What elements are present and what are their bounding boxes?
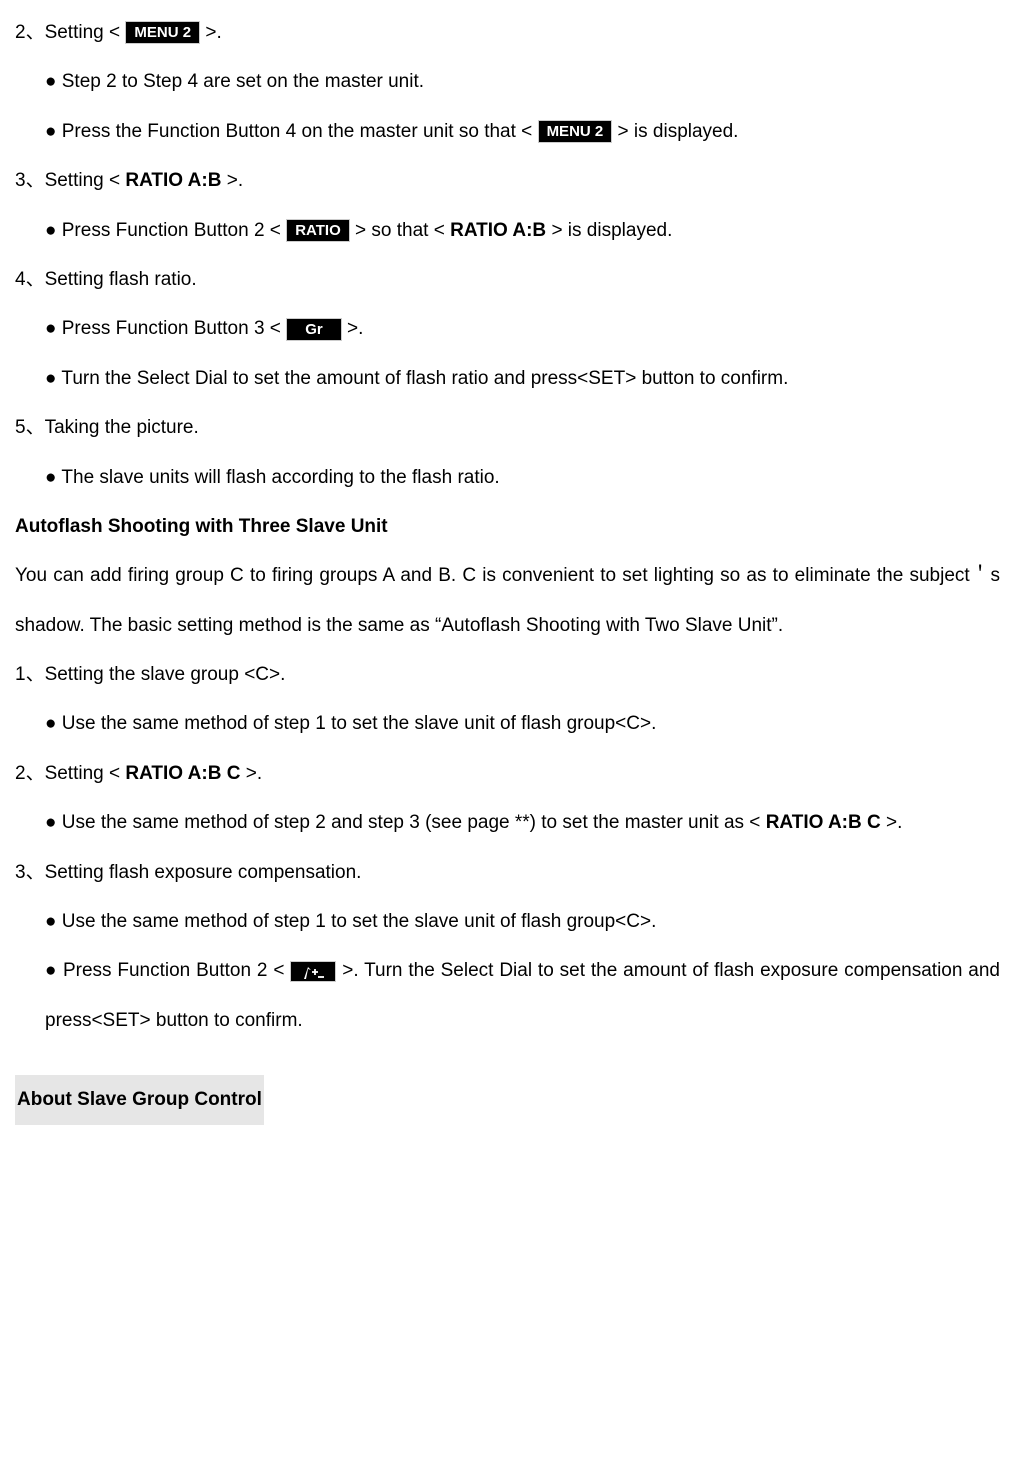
spacer [15, 1045, 1000, 1075]
section3-title: 3、Setting < RATIO A:B >. [15, 156, 1000, 205]
section3-title-bold: RATIO A:B [125, 170, 221, 191]
section3-bullet-mid: > so that < [355, 220, 445, 241]
autoflash-step3-title: 3、Setting flash exposure compensation. [15, 848, 1000, 897]
section5-bullet1: ● The slave units will flash according t… [15, 453, 1000, 502]
autoflash-step2-bullet: ● Use the same method of step 2 and step… [15, 798, 1000, 847]
section4-bullet1: ● Press Function Button 3 < Gr >. [15, 304, 1000, 353]
section3-bullet: ● Press Function Button 2 < RATIO > so t… [15, 206, 1000, 255]
section2-bullet2-post: > is displayed. [618, 121, 739, 142]
autoflash-step1-bullet: ● Use the same method of step 1 to set t… [15, 699, 1000, 748]
autoflash-step3-bullet2: ● Press Function Button 2 < >. Turn the … [15, 946, 1000, 1045]
section3-bullet-pre: ● Press Function Button 2 < [45, 220, 281, 241]
section4-bullet1-pre: ● Press Function Button 3 < [45, 318, 281, 339]
gr-icon: Gr [286, 318, 342, 341]
section5-title: 5、Taking the picture. [15, 403, 1000, 452]
autoflash-step2-title: 2、Setting < RATIO A:B C >. [15, 749, 1000, 798]
section2-bullet2-pre: ● Press the Function Button 4 on the mas… [45, 121, 532, 142]
autoflash-step2-title-bold: RATIO A:B C [125, 763, 240, 784]
section2-bullet1: ● Step 2 to Step 4 are set on the master… [15, 57, 1000, 106]
exposure-comp-icon [290, 961, 336, 982]
section3-bullet-post: > is displayed. [551, 220, 672, 241]
autoflash-step2-bullet-bold: RATIO A:B C [766, 812, 881, 833]
section2-title: 2、Setting < MENU 2 >. [15, 8, 1000, 57]
autoflash-step3-bullet1: ● Use the same method of step 1 to set t… [15, 897, 1000, 946]
section3-bullet-bold: RATIO A:B [450, 220, 546, 241]
autoflash-step2-title-post: >. [246, 763, 262, 784]
autoflash-heading: Autoflash Shooting with Three Slave Unit [15, 502, 1000, 551]
autoflash-step2-bullet-post: >. [886, 812, 902, 833]
autoflash-step3-bullet2-pre: ● Press Function Button 2 < [45, 960, 284, 981]
autoflash-step2-bullet-pre: ● Use the same method of step 2 and step… [45, 812, 760, 833]
section4-bullet1-post: >. [347, 318, 363, 339]
autoflash-step2-title-pre: 2、Setting < [15, 763, 120, 784]
section2-bullet2: ● Press the Function Button 4 on the mas… [15, 107, 1000, 156]
autoflash-step1-title: 1、Setting the slave group <C>. [15, 650, 1000, 699]
section2-title-pre: 2、Setting < [15, 22, 120, 43]
menu2-icon-2: MENU 2 [538, 120, 613, 143]
ratio-icon: RATIO [286, 219, 350, 242]
about-slave-heading: About Slave Group Control [15, 1075, 264, 1124]
section4-title: 4、Setting flash ratio. [15, 255, 1000, 304]
section4-bullet2: ● Turn the Select Dial to set the amount… [15, 354, 1000, 403]
about-slave-heading-wrap: About Slave Group Control [15, 1075, 1000, 1124]
section3-title-post: >. [227, 170, 243, 191]
section3-title-pre: 3、Setting < [15, 170, 120, 191]
autoflash-intro: You can add firing group C to firing gro… [15, 551, 1000, 650]
section2-title-post: >. [205, 22, 221, 43]
menu2-icon: MENU 2 [125, 21, 200, 44]
